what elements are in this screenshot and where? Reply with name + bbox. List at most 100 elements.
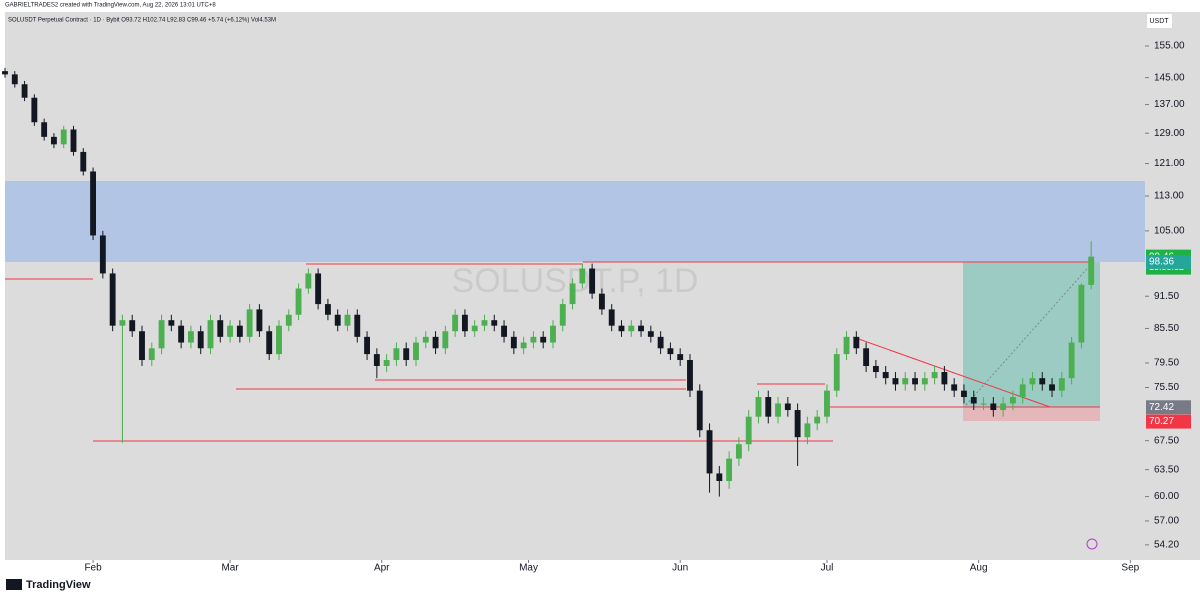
footer	[0, 572, 1200, 599]
candle-body	[980, 403, 987, 405]
candle-body	[853, 336, 860, 349]
candle-body	[843, 336, 850, 355]
candle-body	[804, 423, 811, 438]
candle-body	[784, 403, 791, 411]
ticks: 155.00 145.00 137.00 129.00 121.00 113.00 105.…	[84, 41, 1185, 574]
candle-body	[1039, 378, 1046, 385]
y-tick-label: 155.00	[1154, 41, 1185, 52]
price-tag	[1146, 414, 1191, 429]
price-tag-label: 98.36	[1149, 257, 1174, 268]
y-tick-label: 91.50	[1154, 291, 1179, 302]
candle-body	[872, 365, 879, 373]
candle-body	[696, 390, 703, 431]
candle-body	[941, 372, 948, 385]
candle-body	[647, 331, 654, 337]
candle-body	[246, 309, 253, 337]
x-tick-label: Apr	[374, 563, 390, 574]
candle-body	[706, 430, 713, 474]
candle-body	[951, 384, 958, 391]
symbol-line: SOLUSDT Perpetual Contract · 1D · Bybit …	[8, 18, 276, 24]
candle-body	[990, 403, 997, 411]
candle-body	[667, 348, 674, 355]
x-tick-label: Sep	[1121, 563, 1139, 574]
candle-body	[432, 336, 439, 349]
supply-zone	[5, 181, 1145, 262]
candle-body	[266, 331, 273, 355]
candle-body	[187, 331, 194, 343]
candle-body	[892, 378, 899, 385]
price-tag-label: 70.27	[1149, 416, 1174, 427]
candle-body	[295, 288, 302, 315]
y-tick-label: 129.00	[1154, 128, 1185, 139]
candle-body	[422, 336, 429, 343]
y-tick-label: 145.00	[1154, 72, 1185, 83]
candle-body	[687, 360, 693, 391]
y-tick-label: 85.50	[1154, 323, 1179, 334]
candle-body	[31, 97, 38, 123]
candle-body	[755, 397, 762, 417]
candle-body	[1068, 342, 1075, 379]
candle-body	[501, 325, 507, 337]
y-tick-label: 113.00	[1154, 191, 1184, 202]
candle-body	[364, 336, 370, 355]
chart-title: GABRIELTRADES2 created with TradingView.…	[5, 3, 216, 9]
candle-body	[833, 354, 840, 391]
x-tick-label: Feb	[84, 563, 102, 574]
candle-body	[550, 325, 556, 343]
currency: USDT	[1149, 18, 1169, 25]
candle-body	[383, 360, 390, 366]
trend-line	[852, 336, 1051, 408]
candle-body	[1088, 256, 1095, 285]
candle-body	[109, 273, 116, 326]
candle-body	[726, 458, 733, 482]
candle-body	[334, 314, 341, 326]
candle-body	[276, 325, 282, 355]
brand-logo	[6, 579, 22, 590]
candle-body	[1019, 384, 1026, 398]
candle-body	[148, 348, 155, 361]
candles	[2, 67, 1095, 497]
candle-body	[579, 268, 586, 284]
candle-body	[745, 416, 752, 445]
candle-body	[1078, 284, 1085, 343]
candle-body	[139, 331, 145, 361]
candle-body	[442, 331, 449, 349]
candle-body	[285, 314, 292, 326]
candle-body	[540, 336, 547, 343]
candle-body	[814, 416, 821, 424]
y-tick-label: 75.50	[1154, 382, 1179, 393]
x-tick-label: May	[519, 563, 538, 574]
y-tick-label: 137.00	[1154, 99, 1185, 110]
candle-body	[452, 314, 459, 332]
y-tick-label: 54.20	[1154, 540, 1179, 551]
candle-body	[70, 129, 77, 152]
x-tick-label: Mar	[221, 563, 239, 574]
candle-body	[207, 320, 214, 349]
candle-body	[256, 309, 263, 332]
candle-body	[510, 336, 517, 349]
y-tick-label: 121.00	[1154, 158, 1185, 169]
candle-body	[129, 320, 136, 332]
candle-body	[1049, 384, 1055, 391]
candle-body	[1058, 378, 1065, 391]
candle-body	[530, 336, 537, 343]
price-tag	[1146, 254, 1191, 269]
candle-body	[628, 325, 635, 332]
candle-body	[520, 342, 527, 349]
candle-body	[912, 378, 918, 385]
candle-body	[11, 74, 18, 85]
candle-body	[344, 314, 351, 326]
candle-body	[481, 320, 488, 326]
candle-body	[638, 325, 644, 332]
candle-body	[970, 397, 977, 404]
candle-body	[461, 314, 468, 332]
candle-body	[236, 325, 243, 337]
candle-body	[1009, 397, 1016, 404]
currency-box	[1147, 14, 1172, 28]
candle-body	[354, 314, 361, 337]
price-tag-label: 72.42	[1149, 402, 1174, 413]
candle-body	[902, 378, 909, 385]
candle-body	[2, 71, 8, 75]
